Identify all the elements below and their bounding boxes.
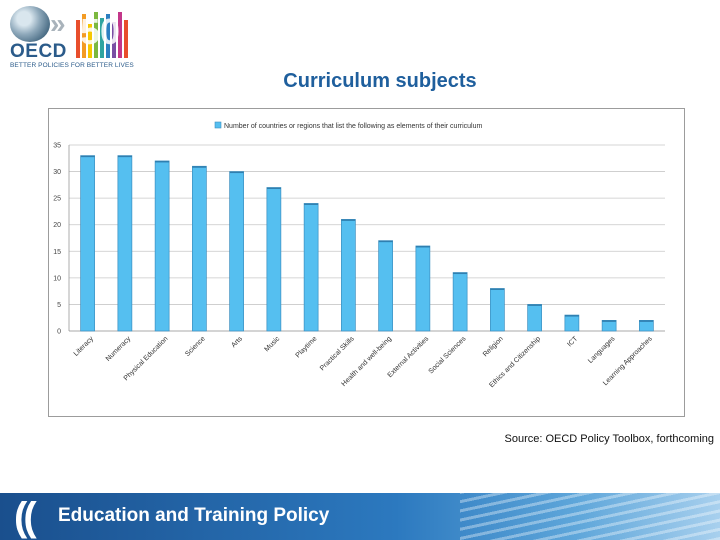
bar — [639, 320, 654, 332]
y-tick-label: 5 — [57, 302, 61, 309]
source-note: Source: OECD Policy Toolbox, forthcoming — [504, 433, 715, 445]
bar-top — [415, 245, 430, 248]
bar-top — [229, 171, 244, 174]
bar — [229, 171, 244, 332]
bar-top — [527, 304, 542, 306]
bar-top — [639, 320, 654, 322]
bar — [341, 219, 356, 332]
footer-title: Education and Training Policy — [58, 505, 330, 526]
y-tick-label: 15 — [53, 249, 61, 256]
bar — [266, 187, 282, 332]
bar-top — [304, 203, 319, 205]
chevron-icon: » — [50, 8, 66, 39]
x-tick-label: Languages — [587, 335, 617, 365]
y-tick-label: 20 — [53, 222, 61, 229]
bar — [601, 320, 617, 332]
bracket-icon: (( — [14, 495, 37, 539]
bar-top — [453, 272, 468, 275]
x-tick-label: Playtime — [295, 335, 319, 359]
bar — [117, 155, 133, 332]
bar-top — [378, 240, 393, 243]
oecd-logo: » OECD 50 BETTER POLICIES FOR BETTER LIV… — [6, 4, 136, 69]
x-tick-label: Religion — [482, 335, 505, 358]
footer-decoration — [460, 493, 720, 540]
y-tick-label: 25 — [53, 196, 61, 203]
bar-chart: Number of countries or regions that list… — [53, 121, 665, 389]
x-tick-label: Music — [263, 335, 281, 353]
globe-icon — [10, 6, 50, 42]
y-tick-label: 0 — [57, 329, 61, 336]
x-tick-label: Literacy — [73, 335, 96, 358]
logo-tagline: BETTER POLICIES FOR BETTER LIVES — [10, 62, 134, 69]
bar-top — [341, 219, 356, 221]
footer-bar: (( Education and Training Policy — [0, 493, 720, 540]
x-tick-label: Practical Skills — [319, 335, 356, 372]
x-tick-label: Numeracy — [105, 335, 133, 363]
bar — [192, 165, 207, 332]
x-tick-label: External Activities — [387, 335, 431, 379]
x-tick-label: Social Sciences — [428, 335, 468, 375]
y-tick-label: 30 — [53, 169, 61, 176]
bar-top — [266, 187, 281, 190]
logo-name: OECD — [10, 41, 67, 62]
bar — [378, 240, 393, 332]
x-tick-label: ICT — [566, 335, 579, 348]
chart-frame: Number of countries or regions that list… — [48, 108, 685, 417]
y-tick-label: 10 — [53, 275, 61, 282]
y-tick-label: 35 — [53, 143, 61, 150]
bar — [80, 155, 95, 332]
bar — [452, 272, 468, 332]
bar — [303, 203, 319, 332]
bar — [154, 160, 170, 332]
bar — [564, 314, 580, 332]
x-tick-label: Arts — [230, 335, 244, 349]
anniversary-mark: 50 — [76, 10, 132, 58]
bar — [527, 304, 542, 332]
bar-top — [155, 160, 170, 163]
bar — [415, 245, 431, 332]
x-tick-label: Science — [184, 335, 207, 358]
bar-top — [564, 315, 579, 317]
bar-top — [117, 155, 132, 158]
bar-top — [80, 155, 95, 158]
legend-swatch — [214, 121, 222, 129]
bar-top — [602, 320, 617, 322]
legend-label: Number of countries or regions that list… — [224, 123, 483, 130]
anniversary-number: 50 — [80, 11, 121, 52]
bar-top — [490, 288, 505, 290]
bar-top — [192, 166, 207, 168]
bar — [490, 288, 505, 332]
slide-title: Curriculum subjects — [283, 70, 477, 92]
